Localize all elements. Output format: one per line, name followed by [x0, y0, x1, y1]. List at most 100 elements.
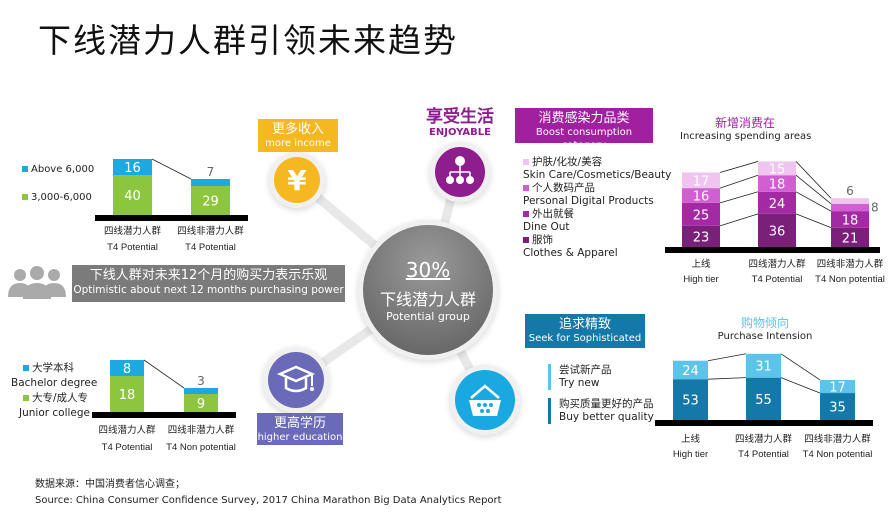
purchase-data-label: 24	[682, 364, 699, 379]
legend-text: Above 6,000	[31, 164, 95, 175]
legend-text-en: Skin Care/Cosmetics/Beauty	[523, 169, 672, 181]
legend-swatch	[523, 211, 529, 217]
legend-text: 大学本科	[32, 362, 74, 374]
sophisticated-zh: 追求精致	[558, 317, 611, 332]
income-category-label-zh: 四线潜力人群	[103, 226, 162, 237]
income-bar-segment	[113, 175, 152, 215]
legend-text-en: Try new	[559, 377, 600, 389]
purchase-data-label: 35	[829, 401, 846, 416]
spending-baseline-axis	[665, 247, 880, 253]
legend-text-en: Junior college	[19, 407, 91, 419]
optimism-banner: 下线人群对未来12个月的购买力表示乐观 Optimistic about nex…	[72, 265, 345, 302]
purchase-category-label-zh: 上线	[680, 434, 701, 445]
income-category-label-en: T4 Potential	[107, 242, 158, 253]
purchase-baseline-axis	[655, 420, 873, 426]
legend-swatch	[523, 185, 529, 191]
legend-swatch	[22, 166, 28, 172]
legend-text: 购买质量更好的产品	[559, 398, 654, 410]
spending-connector-line	[719, 161, 759, 173]
spending-data-label: 21	[842, 231, 859, 246]
legend-text-en: Buy better quality	[559, 411, 654, 423]
spending-bar-segment	[682, 172, 720, 189]
purchase-connector-line	[780, 377, 821, 394]
spending-connector-line	[795, 161, 832, 199]
purchase-bar-segment	[820, 393, 855, 420]
education-data-label: 9	[197, 397, 205, 412]
income-data-label: 29	[202, 195, 219, 210]
sophisticated-label-box: 追求精致 Seek for Sophisticated	[525, 314, 645, 348]
banner-zh: 下线人群对未来12个月的购买力表示乐观	[89, 268, 328, 283]
income-zh: 更多收入	[271, 122, 324, 137]
purchase-connector-line	[780, 353, 821, 381]
education-zh: 更高学历	[273, 416, 326, 431]
spending-connector-line	[719, 174, 759, 189]
education-category-label-zh: 四线潜力人群	[98, 425, 156, 436]
education-bar-segment	[110, 376, 144, 412]
spending-bar-segment	[682, 202, 720, 226]
spending-bar-segment	[758, 191, 796, 214]
enjoy-en: ENJOYABLE	[429, 127, 491, 138]
income-connector-line	[151, 158, 192, 180]
spending-data-label: 25	[693, 208, 710, 223]
legend-swatch	[23, 365, 29, 371]
spending-connector-line	[795, 213, 832, 229]
purchase-chart-title: 购物倾向 Purchase Intension	[700, 314, 830, 342]
spending-category-label-en: T4 Non potential	[815, 274, 885, 285]
purchase-bar-segment	[820, 379, 855, 394]
income-bar-segment	[191, 179, 230, 186]
purchase-category-label-zh: 四线非潜力人群	[804, 434, 871, 445]
legend-swatch	[523, 237, 529, 243]
page-title: 下线潜力人群引领未来趋势	[38, 21, 458, 60]
source-note: 数据来源：中国消费者信心调查； Source: China Consumer C…	[35, 477, 502, 509]
purchase-category-label-en: T4 Potential	[738, 449, 789, 460]
legend-text-en: Bachelor degree	[11, 377, 98, 389]
education-en: higher education	[257, 432, 343, 444]
spending-connector-line	[719, 191, 759, 204]
income-en: more income	[265, 138, 331, 150]
purchase-connector-line	[707, 377, 747, 380]
purchase-title-zh: 购物倾向	[740, 316, 789, 330]
legend-text: 服饰	[532, 234, 553, 246]
enjoy-zh: 享受生活	[426, 107, 494, 127]
spending-data-label: 16	[693, 189, 710, 204]
enjoy-label: 享受生活 ENJOYABLE	[420, 102, 500, 138]
legend-text: 护肤/化妆/美容	[532, 156, 603, 168]
education-baseline-axis	[92, 412, 236, 418]
education-data-label: 18	[119, 388, 136, 403]
source-zh: 数据来源：中国消费者信心调查；	[35, 479, 185, 490]
income-label-box: 更多收入 more income	[258, 119, 338, 152]
spending-bar-segment	[758, 161, 796, 176]
education-category-label-en: T4 Potential	[101, 442, 153, 453]
legend-text: 尝试新产品	[559, 364, 612, 376]
spending-bar-segment	[831, 211, 869, 228]
spending-legend: 护肤/化妆/美容 Skin Care/Cosmetics/Beauty 个人数码…	[523, 156, 671, 260]
purchase-data-label: 17	[829, 381, 846, 396]
legend-swatch	[22, 194, 28, 200]
income-data-label: 40	[124, 189, 141, 204]
boost-en: Boost consumption category	[535, 127, 633, 151]
edu-legend-bachelor: 大学本科 Bachelor degree 大专/成人专 Junior colle…	[11, 361, 97, 421]
purchase-category-label-en: High tier	[672, 449, 709, 460]
spending-connector-line	[795, 174, 832, 205]
center-circle: 30% 下线潜力人群 Potential group	[363, 225, 493, 355]
spending-data-label: 36	[769, 224, 786, 239]
spending-chart-title: 新增消费在 Increasing spending areas	[680, 114, 811, 142]
spending-category-label-en: T4 Potential	[751, 274, 803, 285]
education-bar-segment	[184, 388, 218, 394]
legend-text-en: Dine Out	[523, 221, 570, 233]
education-data-label: 3	[197, 374, 205, 388]
income-bar-segment	[191, 186, 230, 215]
spending-data-label: 15	[769, 162, 786, 177]
spending-bar-segment	[758, 213, 796, 247]
spending-bar-segment	[831, 203, 869, 212]
purchase-bar-segment	[746, 353, 781, 378]
spending-category-label-zh: 四线潜力人群	[748, 259, 806, 270]
legend-text: 外出就餐	[532, 208, 574, 220]
center-zh: 下线潜力人群	[379, 289, 476, 309]
spending-connector-line	[719, 213, 759, 227]
shopping-basket-icon	[455, 370, 515, 430]
education-category-label-zh: 四线非潜力人群	[167, 425, 235, 436]
education-data-label: 8	[123, 362, 131, 377]
education-category-label-en: T4 Non potential	[166, 442, 236, 453]
